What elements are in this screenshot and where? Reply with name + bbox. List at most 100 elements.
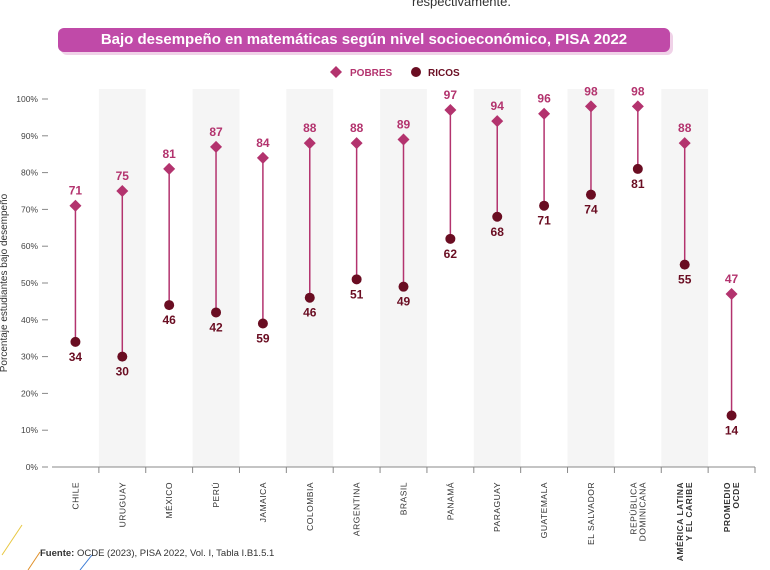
ricos-data-label: 71 [537, 214, 551, 228]
pobres-data-label: 88 [678, 121, 692, 135]
x-tick-label: MÉXICO [164, 482, 174, 519]
x-tick-label: GUATEMALA [539, 482, 549, 538]
x-tick-label: REPÚBLICA [628, 482, 638, 535]
pobres-point [256, 151, 269, 164]
x-tick-label: PROMEDIO [722, 482, 732, 532]
y-axis-title: Porcentaje estudiantes bajo desempeño [0, 193, 10, 372]
header-note: respectivamente. [412, 0, 511, 9]
pobres-data-label: 81 [162, 147, 176, 161]
ricos-point [257, 318, 268, 329]
pobres-point [725, 288, 738, 301]
pobres-data-label: 88 [303, 121, 317, 135]
pobres-point [210, 140, 223, 153]
ricos-data-label: 30 [116, 365, 130, 379]
decor-line [79, 554, 93, 570]
x-tick-label: CHILE [70, 482, 80, 510]
chart-title: Bajo desempeño en matemáticas según nive… [58, 28, 670, 52]
x-tick-label: Y EL CARIBE [684, 482, 694, 541]
pobres-point [350, 137, 363, 150]
x-tick-label: COLOMBIA [305, 482, 315, 531]
pobres-data-label: 88 [350, 121, 364, 135]
ricos-data-label: 81 [631, 177, 645, 191]
pobres-point [69, 199, 82, 212]
source-label: Fuente: [40, 548, 75, 559]
x-tick-label: JAMAICA [258, 482, 268, 522]
y-tick-label: 90% [21, 131, 38, 141]
ricos-point [398, 281, 409, 292]
ricos-point [585, 189, 596, 200]
x-tick-label: EL SALVADOR [586, 482, 596, 545]
pobres-data-label: 75 [116, 169, 130, 183]
ricos-point [304, 292, 315, 303]
ricos-data-label: 55 [678, 273, 692, 287]
pobres-point [163, 162, 176, 175]
pobres-data-label: 89 [397, 117, 411, 131]
ricos-point [539, 200, 550, 211]
pobres-point [491, 115, 504, 128]
y-tick-label: 0% [26, 462, 39, 472]
pobres-data-label: 84 [256, 136, 270, 150]
ricos-data-label: 68 [491, 225, 505, 239]
pobres-point [397, 133, 410, 146]
pobres-data-label: 98 [631, 84, 645, 98]
legend-ricos-label: RICOS [428, 68, 460, 79]
decor-line [27, 551, 41, 570]
ricos-point [726, 410, 737, 421]
ricos-point [117, 351, 128, 362]
pobres-point [584, 100, 597, 113]
x-tick-label: BRASIL [399, 482, 409, 515]
pobres-data-label: 71 [69, 184, 83, 198]
y-tick-label: 20% [21, 388, 38, 398]
x-tick-label: AMÉRICA LATINA [675, 482, 685, 561]
ricos-point [351, 274, 362, 285]
ricos-data-label: 74 [584, 203, 598, 217]
pobres-point [303, 137, 316, 150]
ricos-data-label: 51 [350, 287, 364, 301]
pobres-data-label: 47 [725, 272, 739, 286]
ricos-data-label: 42 [209, 320, 223, 334]
pobres-point [678, 137, 691, 150]
pobres-data-label: 97 [444, 88, 458, 102]
y-tick-label: 60% [21, 241, 38, 251]
y-tick-label: 40% [21, 315, 38, 325]
ricos-point [445, 233, 456, 244]
pobres-data-label: 98 [584, 84, 598, 98]
ricos-point [679, 259, 690, 270]
x-tick-label: PANAMÁ [445, 482, 455, 520]
decor-line [1, 524, 23, 556]
pobres-point [538, 107, 551, 120]
pobres-point [631, 100, 644, 113]
ricos-data-label: 14 [725, 423, 739, 437]
ricos-data-label: 62 [444, 247, 458, 261]
source-text: OCDE (2023), PISA 2022, Vol. I, Tabla I.… [74, 548, 275, 559]
ricos-point [632, 163, 643, 174]
ricos-data-label: 49 [397, 295, 411, 309]
y-tick-label: 70% [21, 204, 38, 214]
x-tick-label: OCDE [731, 482, 741, 509]
ricos-data-label: 59 [256, 331, 270, 345]
ricos-point [164, 300, 175, 311]
pobres-point [116, 185, 129, 197]
pobres-data-label: 87 [209, 125, 223, 139]
x-tick-label: PERÚ [211, 482, 221, 508]
pobres-point [444, 104, 457, 117]
ricos-point [70, 336, 81, 347]
ricos-data-label: 34 [69, 350, 83, 364]
x-tick-label: DOMINICANA [637, 482, 647, 541]
source-note: Fuente: OCDE (2023), PISA 2022, Vol. I, … [40, 548, 274, 559]
x-tick-label: PARAGUAY [492, 482, 502, 532]
legend-pobres-marker [330, 66, 342, 78]
x-tick-label: URUGUAY [117, 482, 127, 527]
y-tick-label: 10% [21, 425, 38, 435]
y-tick-label: 80% [21, 168, 38, 178]
legend-ricos-marker [411, 67, 421, 77]
pobres-data-label: 96 [537, 92, 551, 106]
ricos-data-label: 46 [303, 306, 317, 320]
x-tick-label: ARGENTINA [352, 482, 362, 536]
legend-pobres-label: POBRES [350, 68, 393, 79]
ricos-data-label: 46 [162, 313, 176, 327]
y-tick-label: 100% [16, 94, 38, 104]
ricos-point [492, 211, 503, 222]
y-tick-label: 50% [21, 278, 38, 288]
